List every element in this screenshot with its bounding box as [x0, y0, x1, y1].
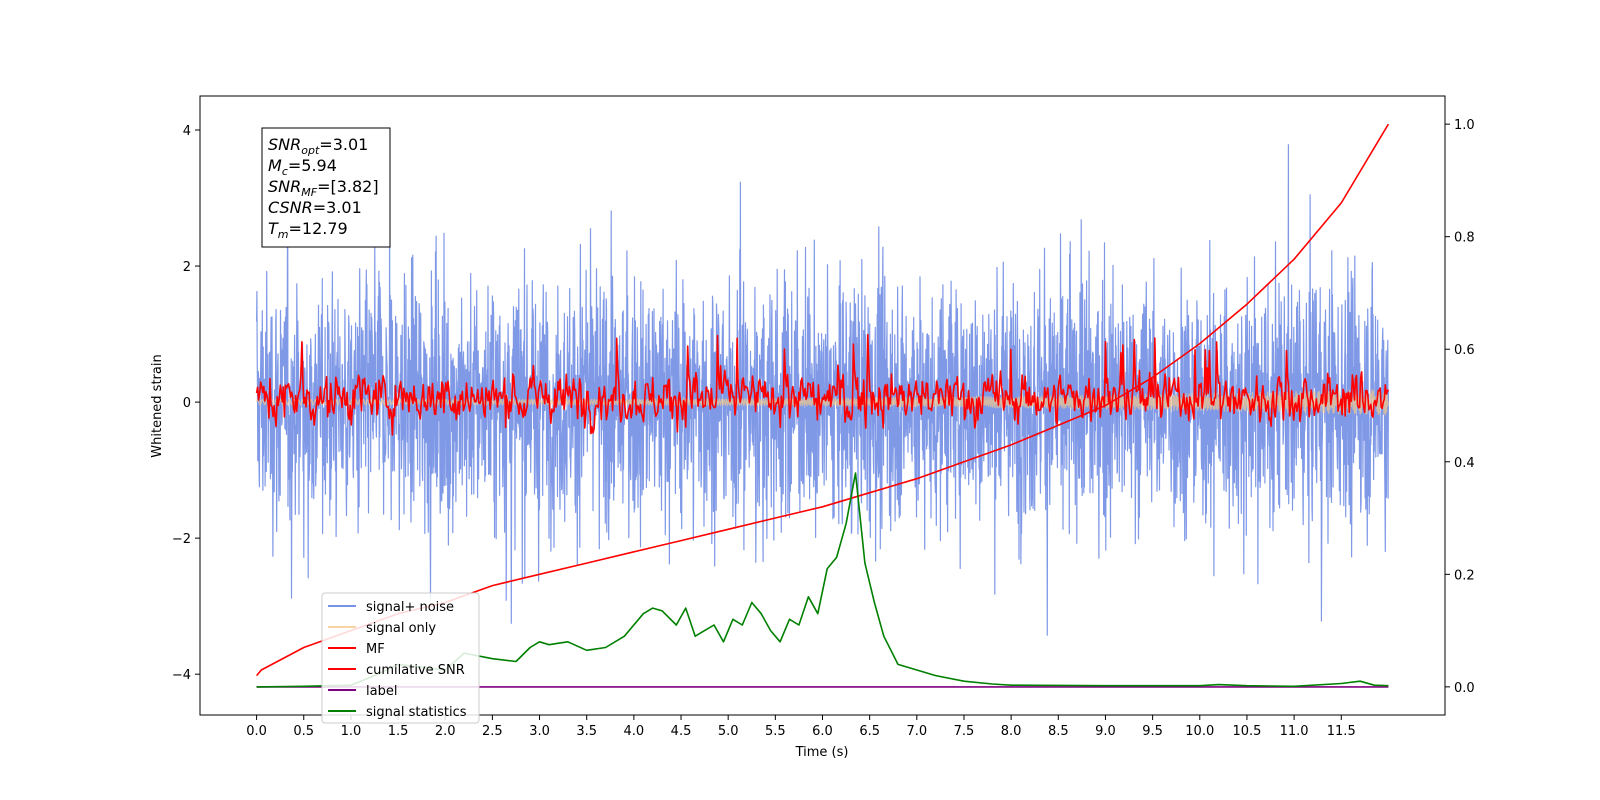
stats-value: =[3.82] [317, 177, 379, 196]
x-tick-label: 5.5 [765, 724, 786, 739]
stats-value: =12.79 [289, 219, 348, 238]
stats-line: CSNR=3.01 [268, 198, 362, 217]
y-tick-label: 4 [183, 124, 191, 139]
legend-label: signal+ noise [366, 600, 454, 615]
y-tick-label: 0 [183, 396, 191, 411]
y2-tick-label: 0.8 [1454, 231, 1475, 246]
legend-label: label [366, 684, 397, 699]
x-tick-label: 4.0 [624, 724, 645, 739]
x-axis: 0.0 0.5 1.0 1.5 2.0 2.5 3.0 3.5 4.0 4.5 5.0 5.5 6.0 6… [246, 715, 1356, 739]
x-tick-label: 5.0 [718, 724, 739, 739]
stats-symbol: CSNR [268, 198, 313, 217]
x-tick-label: 8.5 [1048, 724, 1069, 739]
y2-tick-label: 0.6 [1454, 343, 1475, 358]
stats-subscript: m [278, 228, 289, 241]
x-tick-label: 11.5 [1327, 724, 1356, 739]
x-tick-label: 6.5 [859, 724, 880, 739]
legend-label: cumilative SNR [366, 663, 465, 678]
x-axis-title: Time (s) [795, 745, 849, 760]
y-tick-label: 2 [183, 260, 191, 275]
x-tick-label: 3.0 [529, 724, 550, 739]
stats-line: Mc=5.94 [268, 156, 337, 178]
x-tick-label: 6.0 [812, 724, 833, 739]
x-tick-label: 9.0 [1095, 724, 1116, 739]
x-tick-label: 2.5 [482, 724, 503, 739]
x-tick-label: 8.0 [1001, 724, 1022, 739]
y2-tick-label: 0.2 [1454, 568, 1475, 583]
legend-label: signal statistics [366, 705, 467, 720]
y-axis-right: 0.0 0.2 0.4 0.6 0.8 1.0 [1445, 118, 1475, 696]
x-tick-label: 0.0 [246, 724, 267, 739]
stats-subscript: MF [301, 186, 317, 199]
x-tick-label: 7.0 [906, 724, 927, 739]
stats-symbol: M [268, 156, 282, 175]
y-axis-left: −4 −2 0 2 4 [172, 124, 200, 683]
signal-statistics-line [256, 472, 1389, 688]
y-tick-label: −2 [172, 532, 191, 547]
x-tick-label: 0.5 [293, 724, 314, 739]
legend-label: signal only [366, 621, 436, 636]
legend: signal+ noise signal only MF cumilative SNR… [321, 592, 480, 724]
x-tick-label: 10.0 [1185, 724, 1214, 739]
stats-symbol: SNR [268, 177, 301, 196]
stats-subscript: c [282, 165, 288, 178]
x-tick-label: 7.5 [954, 724, 975, 739]
mf-line [255, 333, 1390, 436]
stats-subscript: opt [301, 144, 320, 157]
x-tick-label: 1.5 [388, 724, 409, 739]
stats-value: =5.94 [288, 156, 337, 175]
legend-label: MF [366, 642, 385, 657]
legend-frame [321, 592, 480, 724]
stats-annotation-box: SNRopt=3.01Mc=5.94SNRMF=[3.82]CSNR=3.01T… [261, 127, 391, 248]
y-tick-label: −4 [172, 668, 191, 683]
stats-line: SNRMF=[3.82] [268, 177, 379, 199]
x-tick-label: 10.5 [1232, 724, 1261, 739]
y-axis-title: Whitened strain [150, 354, 165, 457]
stats-symbol: T [268, 219, 279, 238]
y2-tick-label: 0.0 [1454, 681, 1475, 696]
stats-line: Tm=12.79 [268, 219, 348, 241]
x-tick-label: 2.0 [435, 724, 456, 739]
y2-tick-label: 0.4 [1454, 456, 1475, 471]
x-tick-label: 3.5 [576, 724, 597, 739]
stats-value: =3.01 [313, 198, 362, 217]
stats-annotation-frame [261, 127, 391, 248]
y2-tick-label: 1.0 [1454, 118, 1475, 133]
stats-value: =3.01 [319, 135, 368, 154]
stats-line: SNRopt=3.01 [268, 135, 368, 157]
x-tick-label: 11.0 [1280, 724, 1309, 739]
x-tick-label: 9.5 [1142, 724, 1163, 739]
stats-symbol: SNR [268, 135, 301, 154]
x-tick-label: 1.0 [341, 724, 362, 739]
x-tick-label: 4.5 [671, 724, 692, 739]
